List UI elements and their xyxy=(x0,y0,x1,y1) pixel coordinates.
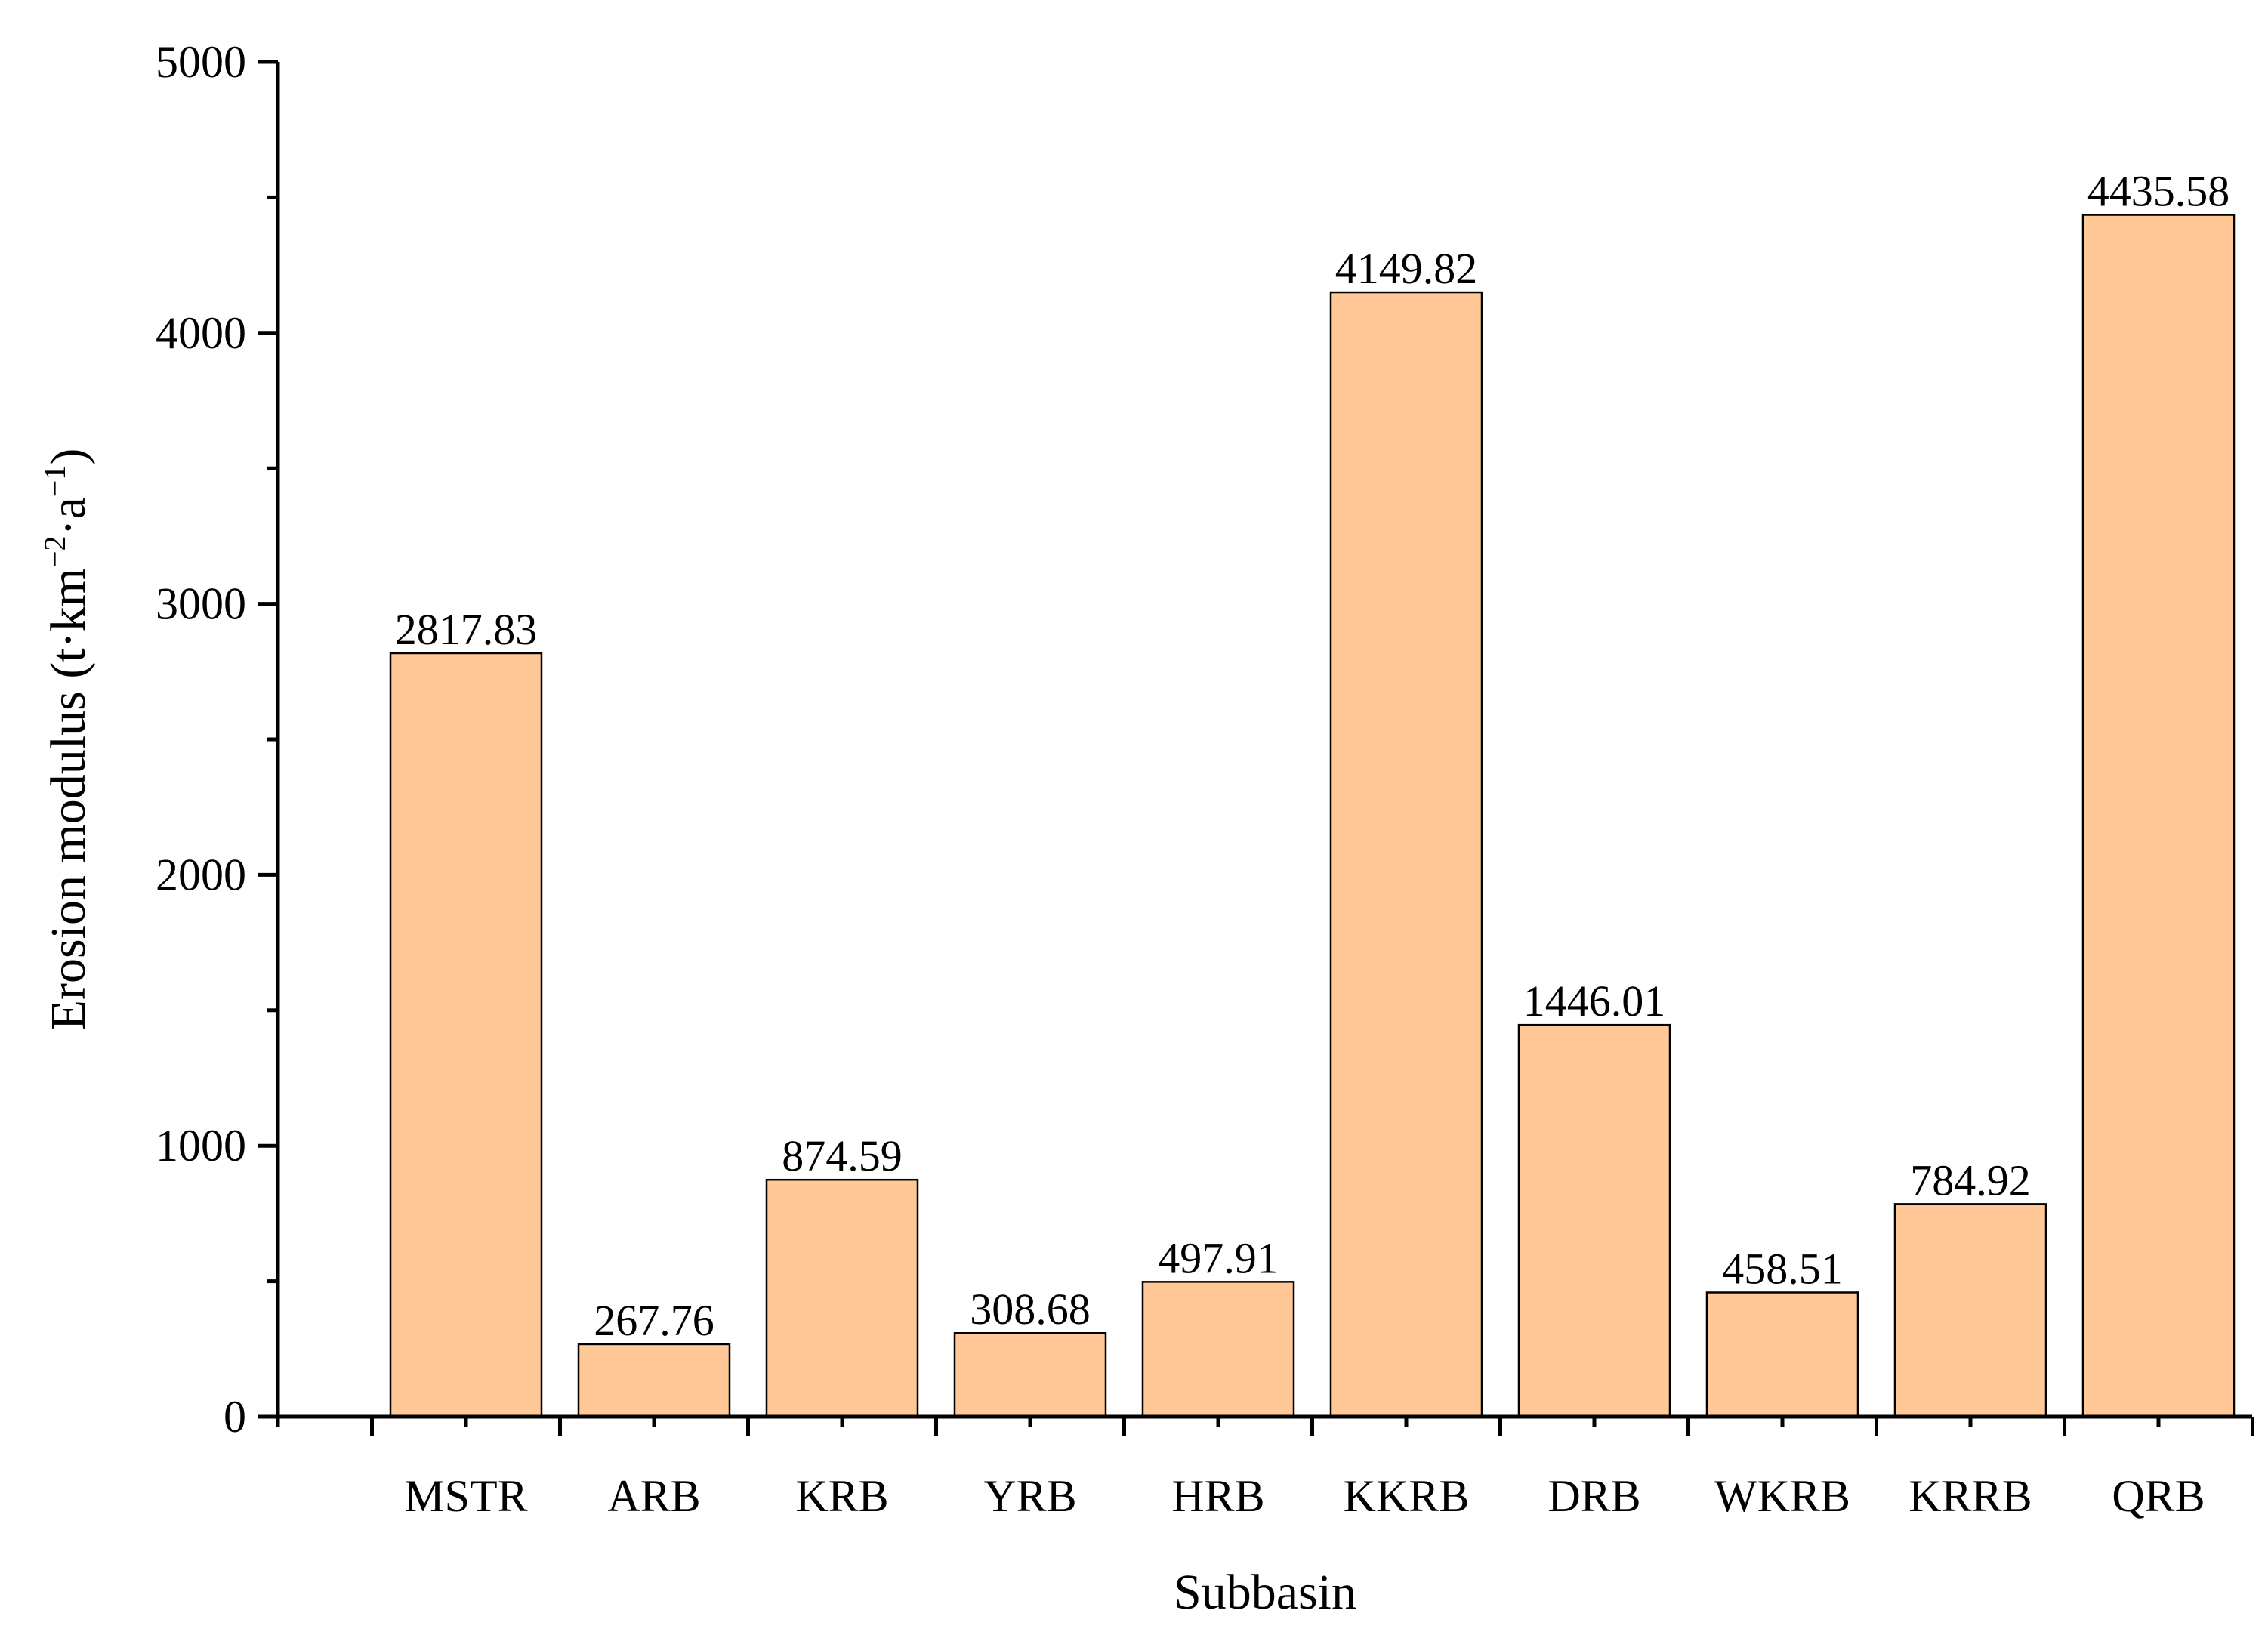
bar-qrb xyxy=(2081,214,2236,1418)
x-tick-label-arb: ARB xyxy=(607,1471,700,1521)
y-axis-title-sup-a: −1 xyxy=(38,465,72,498)
bar-wkrb xyxy=(1705,1291,1859,1418)
data-label-mstr: 2817.83 xyxy=(395,605,538,654)
x-tick-label-mstr: MSTR xyxy=(404,1471,527,1521)
data-label-yrb: 308.68 xyxy=(970,1285,1091,1334)
y-axis-title-suffix: ) xyxy=(41,449,96,465)
y-axis-title-sup-km: −2 xyxy=(38,535,72,568)
y-tick-label: 2000 xyxy=(156,850,246,899)
bar-krrb xyxy=(1893,1203,2047,1418)
y-tick-label: 3000 xyxy=(156,579,246,629)
bar-kkrb xyxy=(1329,291,1483,1418)
x-tick-label-hrb: HRB xyxy=(1171,1471,1264,1521)
bar-yrb xyxy=(953,1331,1107,1418)
data-label-krrb: 784.92 xyxy=(1910,1155,2031,1205)
x-tick-label-krrb: KRRB xyxy=(1909,1471,2032,1521)
data-label-krb: 874.59 xyxy=(782,1131,903,1180)
data-label-arb: 267.76 xyxy=(594,1296,714,1345)
data-label-qrb: 4435.58 xyxy=(2087,167,2230,216)
data-labels-group: 2817.83 267.76 874.59 308.68 497.91 4149.82 14… xyxy=(395,167,2230,1345)
y-tick-label: 1000 xyxy=(156,1121,246,1171)
data-label-hrb: 497.91 xyxy=(1158,1233,1279,1282)
bar-hrb xyxy=(1141,1281,1295,1418)
data-label-kkrb: 4149.82 xyxy=(1335,244,1478,293)
x-axis-title: Subbasin xyxy=(1174,1565,1356,1620)
x-tick-label-krb: KRB xyxy=(795,1471,888,1521)
x-tick-label-drb: DRB xyxy=(1547,1471,1640,1521)
y-tick-label: 4000 xyxy=(156,308,246,358)
bar-mstr xyxy=(389,652,543,1418)
y-tick-label: 0 xyxy=(224,1392,246,1442)
y-axis-title: Erosion modulus (t·km−2·a−1) xyxy=(38,449,96,1031)
bar-drb xyxy=(1517,1023,1671,1418)
data-label-wkrb: 458.51 xyxy=(1722,1244,1843,1293)
x-tick-label-wkrb: WKRB xyxy=(1714,1471,1850,1521)
bar-arb xyxy=(577,1343,731,1418)
y-axis-title-prefix: Erosion modulus (t·km xyxy=(41,568,96,1030)
x-tick-label-qrb: QRB xyxy=(2112,1471,2205,1521)
bars-group xyxy=(389,214,2236,1418)
data-label-drb: 1446.01 xyxy=(1523,976,1666,1026)
bar-krb xyxy=(765,1178,919,1418)
axes-group: MSTR ARB KRB YRB HRB KKRB DRB WKRB KRRB QRB 0 1000 2… xyxy=(156,37,2254,1521)
y-axis-title-mid: ·a xyxy=(41,497,96,535)
y-tick-label: 5000 xyxy=(156,37,246,87)
x-tick-label-kkrb: KKRB xyxy=(1344,1471,1470,1521)
x-tick-label-yrb: YRB xyxy=(983,1471,1076,1521)
